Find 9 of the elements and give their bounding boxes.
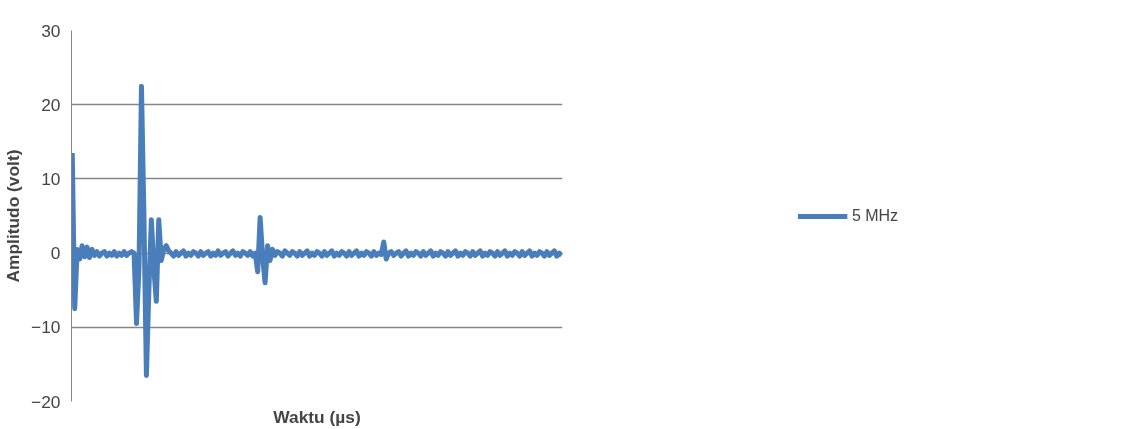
legend-label: 5 MHz [851,206,899,225]
y-tick-label: −20 [31,391,61,412]
y-tick-label: 10 [41,168,61,189]
y-tick-label: 0 [50,243,61,264]
y-tick-label: 30 [41,20,61,41]
y-tick-label: −10 [31,317,61,338]
x-axis-title: Waktu (µs) [273,406,361,427]
y-axis-title: Amplitudo (volt) [3,149,24,283]
y-tick-label: 20 [41,94,61,115]
